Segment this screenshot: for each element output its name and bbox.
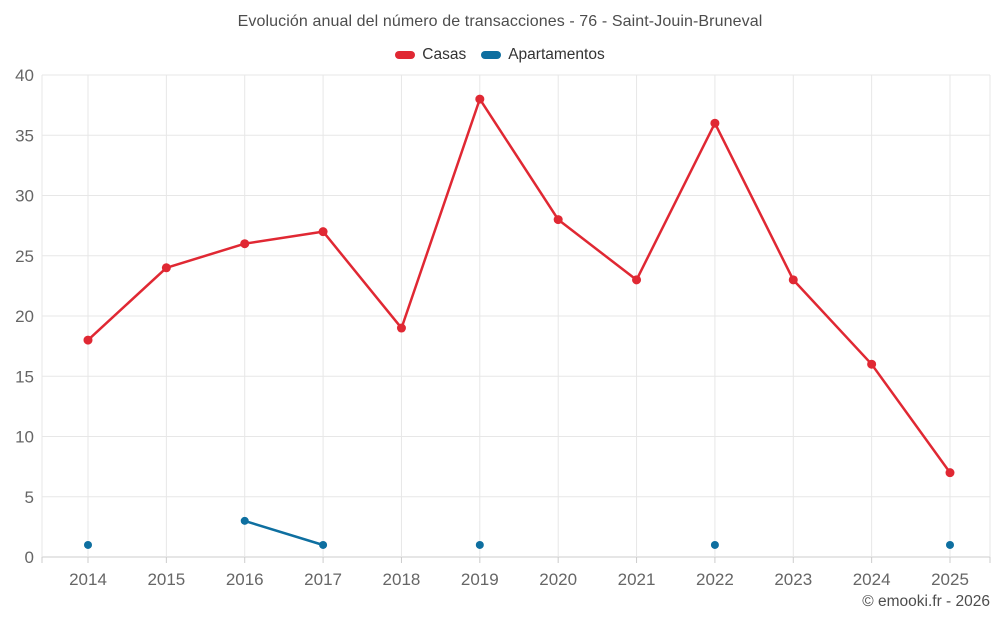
x-tick-label: 2019	[461, 570, 499, 589]
y-tick-label: 35	[15, 126, 34, 145]
chart-title: Evolución anual del número de transaccio…	[237, 13, 763, 30]
x-tick-label: 2014	[69, 570, 107, 589]
data-point-apartamentos-2019[interactable]	[475, 540, 484, 549]
series-line-apartamentos	[245, 521, 950, 545]
x-tick-label: 2025	[931, 570, 969, 589]
x-tick-label: 2022	[696, 570, 734, 589]
data-point-apartamentos-2025[interactable]	[946, 540, 954, 549]
legend-item-casas[interactable]: Casas	[395, 46, 466, 64]
casas-swatch-icon	[395, 51, 416, 59]
copyright-credit: © emooki.fr - 2026	[862, 593, 990, 610]
legend-label-casas: Casas	[422, 46, 467, 63]
apartamentos-swatch-icon	[481, 51, 502, 59]
data-point-casas-2025[interactable]	[945, 468, 955, 478]
x-tick-label: 2017	[304, 570, 342, 589]
legend: Casas Apartamentos	[0, 46, 1000, 64]
x-tick-label: 2015	[147, 570, 185, 589]
data-point-casas-2020[interactable]	[553, 215, 563, 225]
legend-label-apartamentos: Apartamentos	[508, 46, 605, 63]
data-point-casas-2021[interactable]	[632, 275, 642, 285]
data-point-casas-2023[interactable]	[788, 275, 798, 285]
x-tick-label: 2018	[383, 570, 421, 589]
x-tick-label: 2023	[774, 570, 812, 589]
legend-item-apartamentos[interactable]: Apartamentos	[481, 46, 605, 64]
data-point-casas-2017[interactable]	[318, 227, 328, 237]
y-tick-label: 30	[15, 187, 34, 206]
x-tick-label: 2016	[226, 570, 264, 589]
data-point-casas-2024[interactable]	[867, 359, 877, 369]
data-point-apartamentos-2016[interactable]	[240, 516, 249, 525]
data-point-casas-2018[interactable]	[396, 323, 406, 333]
y-tick-label: 25	[15, 247, 34, 266]
data-point-casas-2016[interactable]	[240, 239, 250, 249]
x-tick-label: 2024	[853, 570, 891, 589]
y-tick-label: 20	[15, 307, 34, 326]
y-tick-label: 10	[15, 428, 34, 447]
y-tick-label: 0	[25, 548, 34, 567]
x-tick-label: 2020	[539, 570, 577, 589]
y-tick-label: 5	[25, 488, 34, 507]
data-point-casas-2019[interactable]	[475, 94, 485, 104]
y-tick-label: 40	[15, 66, 34, 85]
y-tick-label: 15	[15, 367, 34, 386]
data-point-casas-2014[interactable]	[83, 335, 93, 345]
series-line-casas	[86, 97, 952, 474]
data-point-apartamentos-2022[interactable]	[710, 540, 719, 549]
data-point-apartamentos-2014[interactable]	[84, 540, 92, 549]
data-point-apartamentos-2017[interactable]	[319, 540, 328, 549]
x-tick-label: 2021	[618, 570, 656, 589]
data-point-casas-2022[interactable]	[710, 118, 720, 128]
data-point-casas-2015[interactable]	[161, 263, 171, 273]
